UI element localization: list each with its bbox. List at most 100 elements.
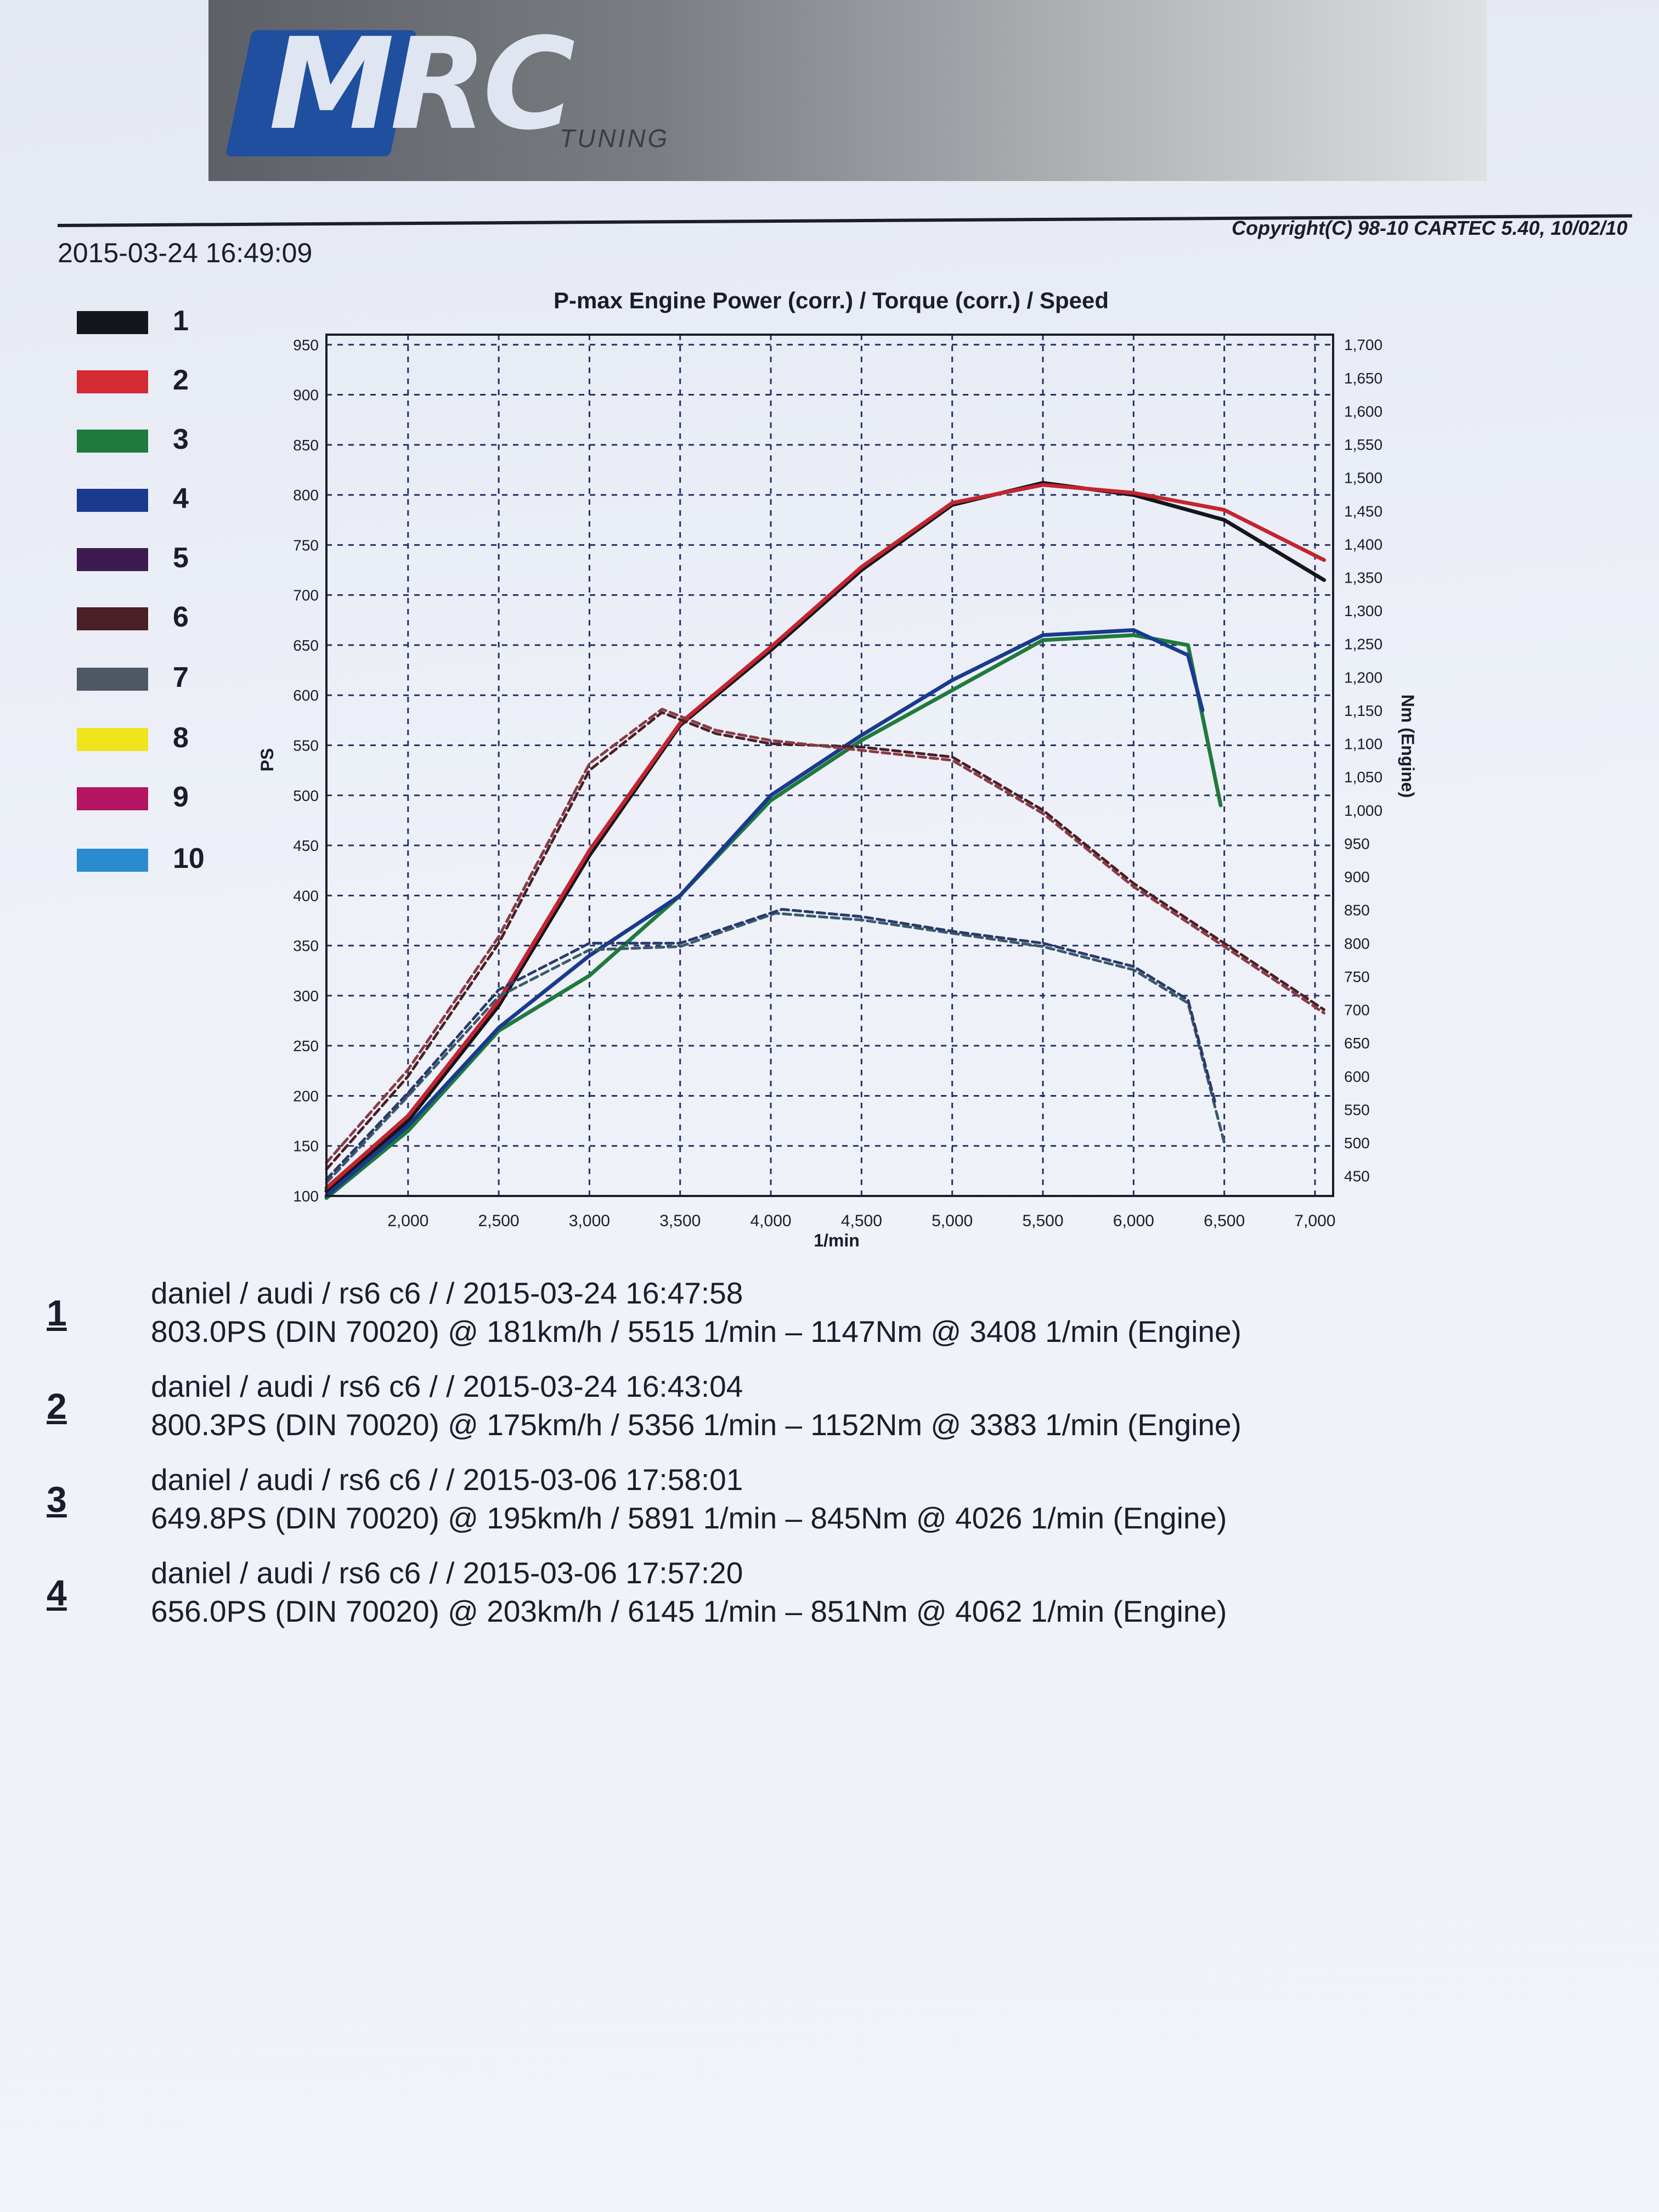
y2-tick-label: 700	[1344, 1002, 1370, 1019]
run-result: 649.8PS (DIN 70020) @ 195km/h / 5891 1/m…	[151, 1501, 1227, 1535]
legend-swatch	[77, 311, 148, 334]
y2-tick-label: 600	[1344, 1068, 1370, 1085]
series-power-line-2	[324, 483, 1326, 1190]
y2-tick-label: 850	[1344, 902, 1370, 919]
x-axis-label: 1/min	[814, 1231, 860, 1250]
legend-item: 6	[77, 601, 219, 645]
y2-tick-label: 650	[1344, 1035, 1370, 1052]
run-result: 803.0PS (DIN 70020) @ 181km/h / 5515 1/m…	[151, 1314, 1242, 1348]
legend-item: 9	[77, 781, 219, 825]
x-tick-label: 4,500	[841, 1212, 882, 1230]
y2-tick-label: 1,050	[1344, 769, 1383, 786]
copyright-note: Copyright(C) 98-10 CARTEC 5.40, 10/02/10	[1232, 217, 1628, 239]
y-tick-label: 850	[293, 437, 319, 454]
y2-axis-label: Nm (Engine)	[1398, 695, 1418, 798]
y2-tick-label: 1,100	[1344, 736, 1383, 753]
run-entry: 3 daniel / audi / rs6 c6 / / 2015-03-06 …	[47, 1462, 1418, 1550]
y-axis-label: PS	[257, 748, 277, 772]
series-lines	[324, 481, 1326, 1200]
legend-swatch	[77, 849, 148, 872]
x-tick-label: 3,000	[569, 1212, 610, 1230]
run-info: daniel / audi / rs6 c6 / / 2015-03-24 16…	[151, 1276, 743, 1310]
run-number: 3	[47, 1479, 67, 1520]
legend-swatch	[77, 489, 148, 512]
y2-tick-label: 800	[1344, 935, 1370, 952]
legend-item: 10	[77, 842, 219, 886]
y-tick-label: 400	[293, 887, 319, 904]
y-tick-label: 750	[293, 537, 319, 554]
run-result: 656.0PS (DIN 70020) @ 203km/h / 6145 1/m…	[151, 1594, 1227, 1628]
logo-text: MRC	[269, 12, 575, 158]
y-tick-label: 900	[293, 387, 319, 404]
x-tick-label: 2,000	[387, 1212, 428, 1230]
legend-swatch	[77, 548, 148, 571]
dyno-chart: P-max Engine Power (corr.) / Torque (cor…	[257, 287, 1418, 1250]
x-tick-label: 3,500	[659, 1212, 701, 1230]
legend-swatch	[77, 787, 148, 810]
print-timestamp: 2015-03-24 16:49:09	[58, 238, 313, 268]
y2-tick-label: 1,700	[1344, 336, 1383, 353]
y-tick-label: 700	[293, 587, 319, 604]
y-tick-label: 450	[293, 837, 319, 854]
x-tick-label: 5,000	[932, 1212, 973, 1230]
chart-title: P-max Engine Power (corr.) / Torque (cor…	[554, 287, 1109, 313]
legend-label: 8	[173, 722, 189, 754]
run-info: daniel / audi / rs6 c6 / / 2015-03-06 17…	[151, 1556, 743, 1590]
legend-swatch	[77, 370, 148, 393]
y-tick-label: 950	[293, 336, 319, 353]
y2-tick-label: 500	[1344, 1135, 1370, 1152]
logo-subtext: TUNING	[560, 124, 670, 153]
series-torque-line-4	[325, 908, 1217, 1181]
series-torque-line-1	[325, 711, 1325, 1171]
axis-ticks: 2,000 2,500 3,000 3,500 4,000 4,500 5,000 5,500…	[293, 336, 1383, 1230]
y-tick-label: 500	[293, 787, 319, 804]
y-tick-label: 350	[293, 938, 319, 955]
y-tick-label: 300	[293, 988, 319, 1005]
y-tick-label: 200	[293, 1087, 319, 1104]
y2-tick-label: 450	[1344, 1168, 1370, 1185]
x-tick-label: 2,500	[478, 1212, 520, 1230]
x-tick-label: 6,500	[1204, 1212, 1245, 1230]
series-power-line-4	[324, 628, 1205, 1198]
legend-swatch	[77, 607, 148, 630]
run-result: 800.3PS (DIN 70020) @ 175km/h / 5356 1/m…	[151, 1408, 1242, 1442]
y-tick-label: 800	[293, 487, 319, 504]
y-tick-label: 550	[293, 737, 319, 754]
legend-item: 5	[77, 541, 219, 585]
y2-tick-label: 1,150	[1344, 702, 1383, 719]
legend-label: 9	[173, 781, 189, 813]
y2-tick-label: 1,300	[1344, 602, 1383, 619]
legend-swatch	[77, 668, 148, 691]
run-entry: 4 daniel / audi / rs6 c6 / / 2015-03-06 …	[47, 1555, 1418, 1643]
grid	[326, 335, 1333, 1197]
series-torque-line-2	[325, 708, 1325, 1164]
legend-item: 8	[77, 721, 219, 765]
run-entry: 2 daniel / audi / rs6 c6 / / 2015-03-24 …	[47, 1369, 1418, 1457]
legend-swatch	[77, 430, 148, 453]
x-tick-label: 6,000	[1113, 1212, 1154, 1230]
legend-item: 7	[77, 661, 219, 705]
run-info: daniel / audi / rs6 c6 / / 2015-03-24 16…	[151, 1369, 743, 1403]
y2-tick-label: 1,400	[1344, 536, 1383, 553]
y2-tick-label: 1,650	[1344, 370, 1383, 387]
legend-label: 1	[173, 305, 189, 337]
legend-label: 10	[173, 843, 205, 874]
y-tick-label: 600	[293, 687, 319, 704]
y-tick-label: 250	[293, 1037, 319, 1054]
run-number: 2	[47, 1386, 67, 1426]
legend-label: 2	[173, 364, 189, 396]
y2-tick-label: 1,000	[1344, 802, 1383, 819]
y-tick-label: 150	[293, 1138, 319, 1155]
legend-item: 3	[77, 423, 219, 467]
y2-tick-label: 550	[1344, 1101, 1370, 1118]
run-number: 4	[47, 1572, 67, 1613]
x-tick-label: 5,500	[1022, 1212, 1063, 1230]
series-torque-line-3	[325, 912, 1226, 1184]
y2-tick-label: 1,250	[1344, 636, 1383, 653]
run-number: 1	[47, 1293, 67, 1333]
run-entry: 1 daniel / audi / rs6 c6 / / 2015-03-24 …	[47, 1276, 1418, 1363]
y2-tick-label: 1,600	[1344, 403, 1383, 420]
y2-tick-label: 750	[1344, 968, 1370, 985]
y2-tick-label: 1,350	[1344, 569, 1383, 586]
